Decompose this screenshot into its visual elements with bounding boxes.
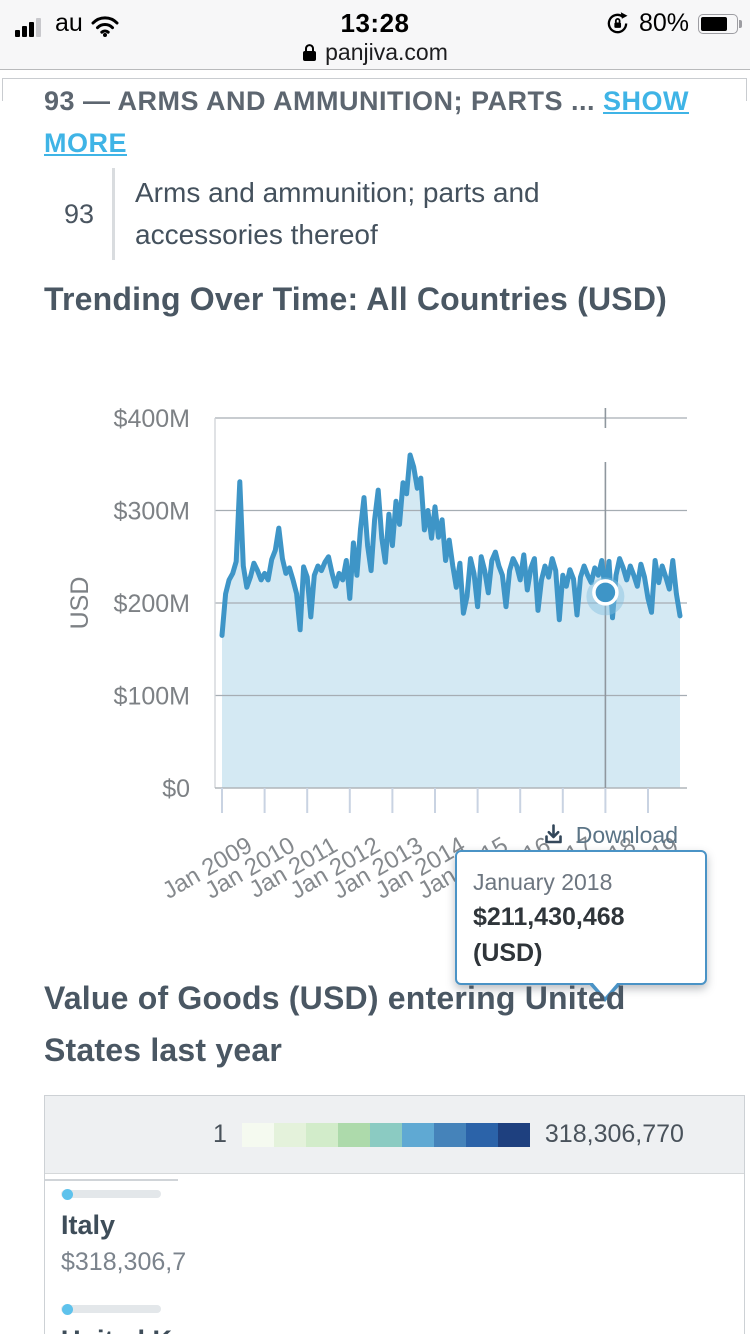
country-value: $318,306,7: [61, 1248, 187, 1276]
battery-percent-label: 80%: [638, 9, 689, 37]
svg-text:$400M: $400M: [114, 405, 190, 433]
legend-swatch: [273, 1122, 306, 1147]
svg-text:$200M: $200M: [114, 590, 190, 618]
legend-max: 318,306,770: [544, 1120, 684, 1148]
svg-text:$0: $0: [162, 775, 190, 803]
hs-code-row: 93 Arms and ammunition; parts and access…: [58, 166, 595, 262]
card-border-stub-right: [746, 78, 747, 101]
rotation-lock-icon: [607, 12, 628, 34]
svg-text:$100M: $100M: [114, 683, 190, 711]
country-name: Italy: [61, 1210, 116, 1240]
download-label: Download: [575, 822, 678, 848]
value-bar-dot: [62, 1188, 73, 1200]
browser-chrome-divider: [0, 69, 750, 70]
legend-swatch: [241, 1122, 274, 1147]
legend-swatch: [433, 1122, 466, 1147]
legend-color-scale: [241, 1122, 530, 1147]
svg-text:USD: USD: [66, 577, 94, 630]
country-name: United K: [61, 1322, 744, 1334]
sticky-column-divider: [45, 1179, 178, 1181]
country-value-card: 1 318,306,770 Italy $318,306,7 United K: [44, 1095, 745, 1334]
legend-swatch: [369, 1122, 402, 1147]
chart-tooltip: January 2018 $211,430,468 (USD): [455, 850, 707, 1002]
svg-text:$300M: $300M: [114, 498, 190, 526]
https-lock-icon: [303, 44, 317, 61]
value-bar-dot: [62, 1303, 73, 1315]
legend-swatch: [401, 1122, 434, 1147]
tooltip-pointer-fill: [592, 982, 618, 997]
legend-swatch: [337, 1122, 370, 1147]
status-left-cluster: au: [15, 11, 119, 37]
download-icon: [544, 824, 562, 844]
card-border-stub-left: [2, 78, 3, 101]
address-bar[interactable]: panjiva.com: [0, 39, 750, 66]
clock: 13:28: [340, 8, 410, 38]
wifi-icon: [91, 16, 119, 37]
hs-chapter-heading: 93 — ARMS AND AMMUNITION; PARTS ... SHOW…: [44, 80, 722, 164]
hs-chapter-title: 93 — ARMS AND AMMUNITION; PARTS ...: [44, 86, 604, 116]
battery-icon: [698, 13, 742, 34]
status-bar: au 13:28 80%: [0, 0, 750, 70]
url-domain: panjiva.com: [325, 39, 448, 65]
status-right-cluster: 80%: [605, 9, 742, 38]
country-list: Italy $318,306,7 United K: [45, 1174, 744, 1334]
legend-swatch: [305, 1122, 338, 1147]
show-more-link[interactable]: SHOW MORE: [44, 86, 690, 158]
choropleth-legend: 1 318,306,770: [45, 1096, 744, 1174]
download-button[interactable]: Download: [540, 822, 678, 849]
value-bar: [61, 1303, 161, 1315]
legend-swatch: [465, 1122, 498, 1147]
carrier-label: au: [55, 9, 83, 37]
legend-min: 1: [213, 1120, 227, 1148]
list-item-italy[interactable]: Italy $318,306,7: [61, 1188, 744, 1279]
hs-code: 93: [63, 198, 95, 229]
hs-description: Arms and ammunition; parts and accessori…: [135, 177, 540, 250]
trend-section-title: Trending Over Time: All Countries (USD): [44, 281, 667, 317]
section-card-top-border: [2, 78, 747, 79]
tooltip-value: $211,430,468 (USD): [473, 903, 625, 967]
value-bar: [61, 1188, 161, 1200]
legend-swatch: [497, 1122, 530, 1147]
cellular-signal-icon: [15, 18, 41, 37]
value-section-title: Value of Goods (USD) entering United Sta…: [44, 980, 626, 1068]
vertical-divider: [112, 168, 115, 260]
list-item-united-kingdom[interactable]: United K: [61, 1303, 744, 1334]
trend-chart[interactable]: $400M $300M $200M $100M $0 USD Jan 2009 Jan 201…: [0, 395, 750, 1002]
tooltip-date: January 2018: [473, 869, 613, 895]
